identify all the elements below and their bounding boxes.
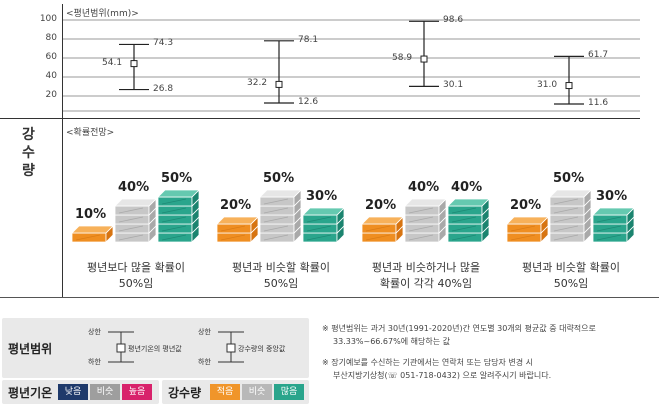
note-line-2: 33.33%~66.67%에 해당하는 값 bbox=[333, 337, 450, 346]
y-tick-label: 60 bbox=[45, 52, 57, 62]
range-low-label: 12.6 bbox=[298, 97, 319, 108]
precip-similar-pill: 비슷 bbox=[242, 384, 272, 400]
range-legend-glyphs bbox=[108, 331, 244, 363]
precip-legend-title: 강수량 bbox=[168, 386, 202, 400]
prob-stack-above bbox=[157, 189, 200, 243]
temp-similar-pill: 비슷 bbox=[90, 384, 120, 400]
prob-stack-normal bbox=[259, 189, 302, 243]
range-mid-label: 54.1 bbox=[102, 57, 123, 68]
legend-temp-mean-label: 평년기온의 평년값 bbox=[128, 345, 182, 353]
temp-low-pill: 낮음 bbox=[58, 384, 88, 400]
note-line-4: 부산지방기상청(☏ 051-718-0432) 으로 알려주시기 바랍니다. bbox=[333, 371, 552, 380]
range-low-label: 26.8 bbox=[153, 83, 174, 94]
range-bar bbox=[119, 43, 149, 91]
range-low-label: 30.1 bbox=[443, 80, 464, 91]
range-legend-box bbox=[2, 318, 309, 378]
range-mid-marker bbox=[275, 80, 283, 88]
prob-pct-normal: 40% bbox=[118, 180, 150, 195]
range-mid-label: 32.2 bbox=[247, 78, 268, 89]
prob-pct-above: 30% bbox=[596, 189, 628, 204]
range-mid-marker bbox=[565, 82, 573, 90]
side-title-char: 수 bbox=[22, 145, 35, 161]
range-low-label: 11.6 bbox=[588, 97, 609, 108]
prob-stack-normal bbox=[549, 189, 592, 243]
range-mid-label: 31.0 bbox=[537, 79, 558, 90]
prob-caption-line: 50%임 bbox=[553, 277, 589, 290]
y-tick-label: 40 bbox=[45, 71, 57, 81]
precip-low-pill: 적음 bbox=[210, 384, 240, 400]
range-mid-label: 58.9 bbox=[392, 53, 413, 64]
prob-pct-above: 50% bbox=[161, 171, 193, 186]
note-line-1: ※ 평년범위는 과거 30년(1991-2020년)간 연도별 30개의 평균값… bbox=[322, 324, 596, 333]
prob-stack-normal bbox=[114, 198, 157, 243]
range-high-label: 74.3 bbox=[153, 38, 174, 49]
prob-caption-line: 확률이 각각 40%임 bbox=[379, 277, 473, 290]
y-tick-label: 100 bbox=[39, 14, 57, 24]
range-legend-title: 평년범위 bbox=[8, 342, 53, 356]
range-chart-title: <평년범위(mm)> bbox=[66, 9, 139, 19]
range-bar bbox=[409, 20, 439, 88]
y-tick-label: 80 bbox=[45, 33, 57, 43]
prob-caption-line: 평년과 비슷할 확률이 bbox=[231, 261, 331, 274]
prob-stack-below bbox=[216, 216, 259, 243]
prob-pct-above: 30% bbox=[306, 189, 338, 204]
prob-pct-normal: 40% bbox=[408, 180, 440, 195]
range-bar bbox=[554, 55, 584, 105]
prob-stack-above bbox=[592, 207, 635, 243]
prob-caption-line: 평년보다 많을 확률이 bbox=[86, 261, 186, 274]
prob-caption: 평년과 비슷할 확률이 50%임 bbox=[211, 260, 351, 292]
prob-pct-above: 40% bbox=[451, 180, 483, 195]
probability-blocks bbox=[71, 189, 635, 243]
range-high-label: 61.7 bbox=[588, 50, 609, 61]
prob-stack-below bbox=[71, 225, 114, 243]
range-high-label: 98.6 bbox=[443, 15, 464, 26]
prob-stack-below bbox=[361, 216, 404, 243]
temp-legend-title: 평년기온 bbox=[8, 386, 53, 400]
range-mid-marker bbox=[130, 60, 138, 68]
prob-stack-above bbox=[447, 198, 490, 243]
section-divider bbox=[0, 118, 640, 119]
left-divider bbox=[62, 4, 63, 297]
prob-pct-below: 20% bbox=[510, 198, 542, 213]
legend-precip-median-label: 강수량의 중앙값 bbox=[238, 345, 286, 353]
legend-upper-label-1: 상한 bbox=[88, 328, 101, 336]
y-tick-label: 20 bbox=[45, 90, 57, 100]
prob-pct-normal: 50% bbox=[553, 171, 585, 186]
side-title-char: 강 bbox=[22, 127, 35, 143]
probability-title: <확률전망> bbox=[66, 128, 115, 138]
prob-stack-below bbox=[506, 216, 549, 243]
side-title-char: 량 bbox=[22, 163, 35, 179]
prob-pct-below: 20% bbox=[365, 198, 397, 213]
temp-high-pill: 높음 bbox=[122, 384, 152, 400]
legend-lower-label-2: 하한 bbox=[198, 358, 211, 366]
legend-upper-label-2: 상한 bbox=[198, 328, 211, 336]
legend-lower-label-1: 하한 bbox=[88, 358, 101, 366]
precip-high-pill: 많음 bbox=[274, 384, 304, 400]
prob-stack-above bbox=[302, 207, 345, 243]
prob-caption: 평년과 비슷할 확률이 50%임 bbox=[501, 260, 641, 292]
prob-caption-line: 50%임 bbox=[118, 277, 154, 290]
range-mid-marker bbox=[420, 55, 428, 63]
prob-caption-line: 50%임 bbox=[263, 277, 299, 290]
prob-caption-line: 평년과 비슷할 확률이 bbox=[521, 261, 621, 274]
prob-pct-normal: 50% bbox=[263, 171, 295, 186]
note-line-3: ※ 장기예보를 수신하는 기관에서는 연락처 또는 담당자 변경 시 bbox=[322, 358, 534, 367]
bottom-divider bbox=[0, 297, 659, 298]
prob-caption-line: 평년과 비슷하거나 많을 bbox=[371, 261, 481, 274]
range-high-label: 78.1 bbox=[298, 34, 319, 45]
prob-caption: 평년보다 많을 확률이 50%임 bbox=[66, 260, 206, 292]
prob-pct-below: 10% bbox=[75, 207, 107, 222]
prob-stack-normal bbox=[404, 198, 447, 243]
range-bar bbox=[264, 40, 294, 104]
prob-pct-below: 20% bbox=[220, 198, 252, 213]
